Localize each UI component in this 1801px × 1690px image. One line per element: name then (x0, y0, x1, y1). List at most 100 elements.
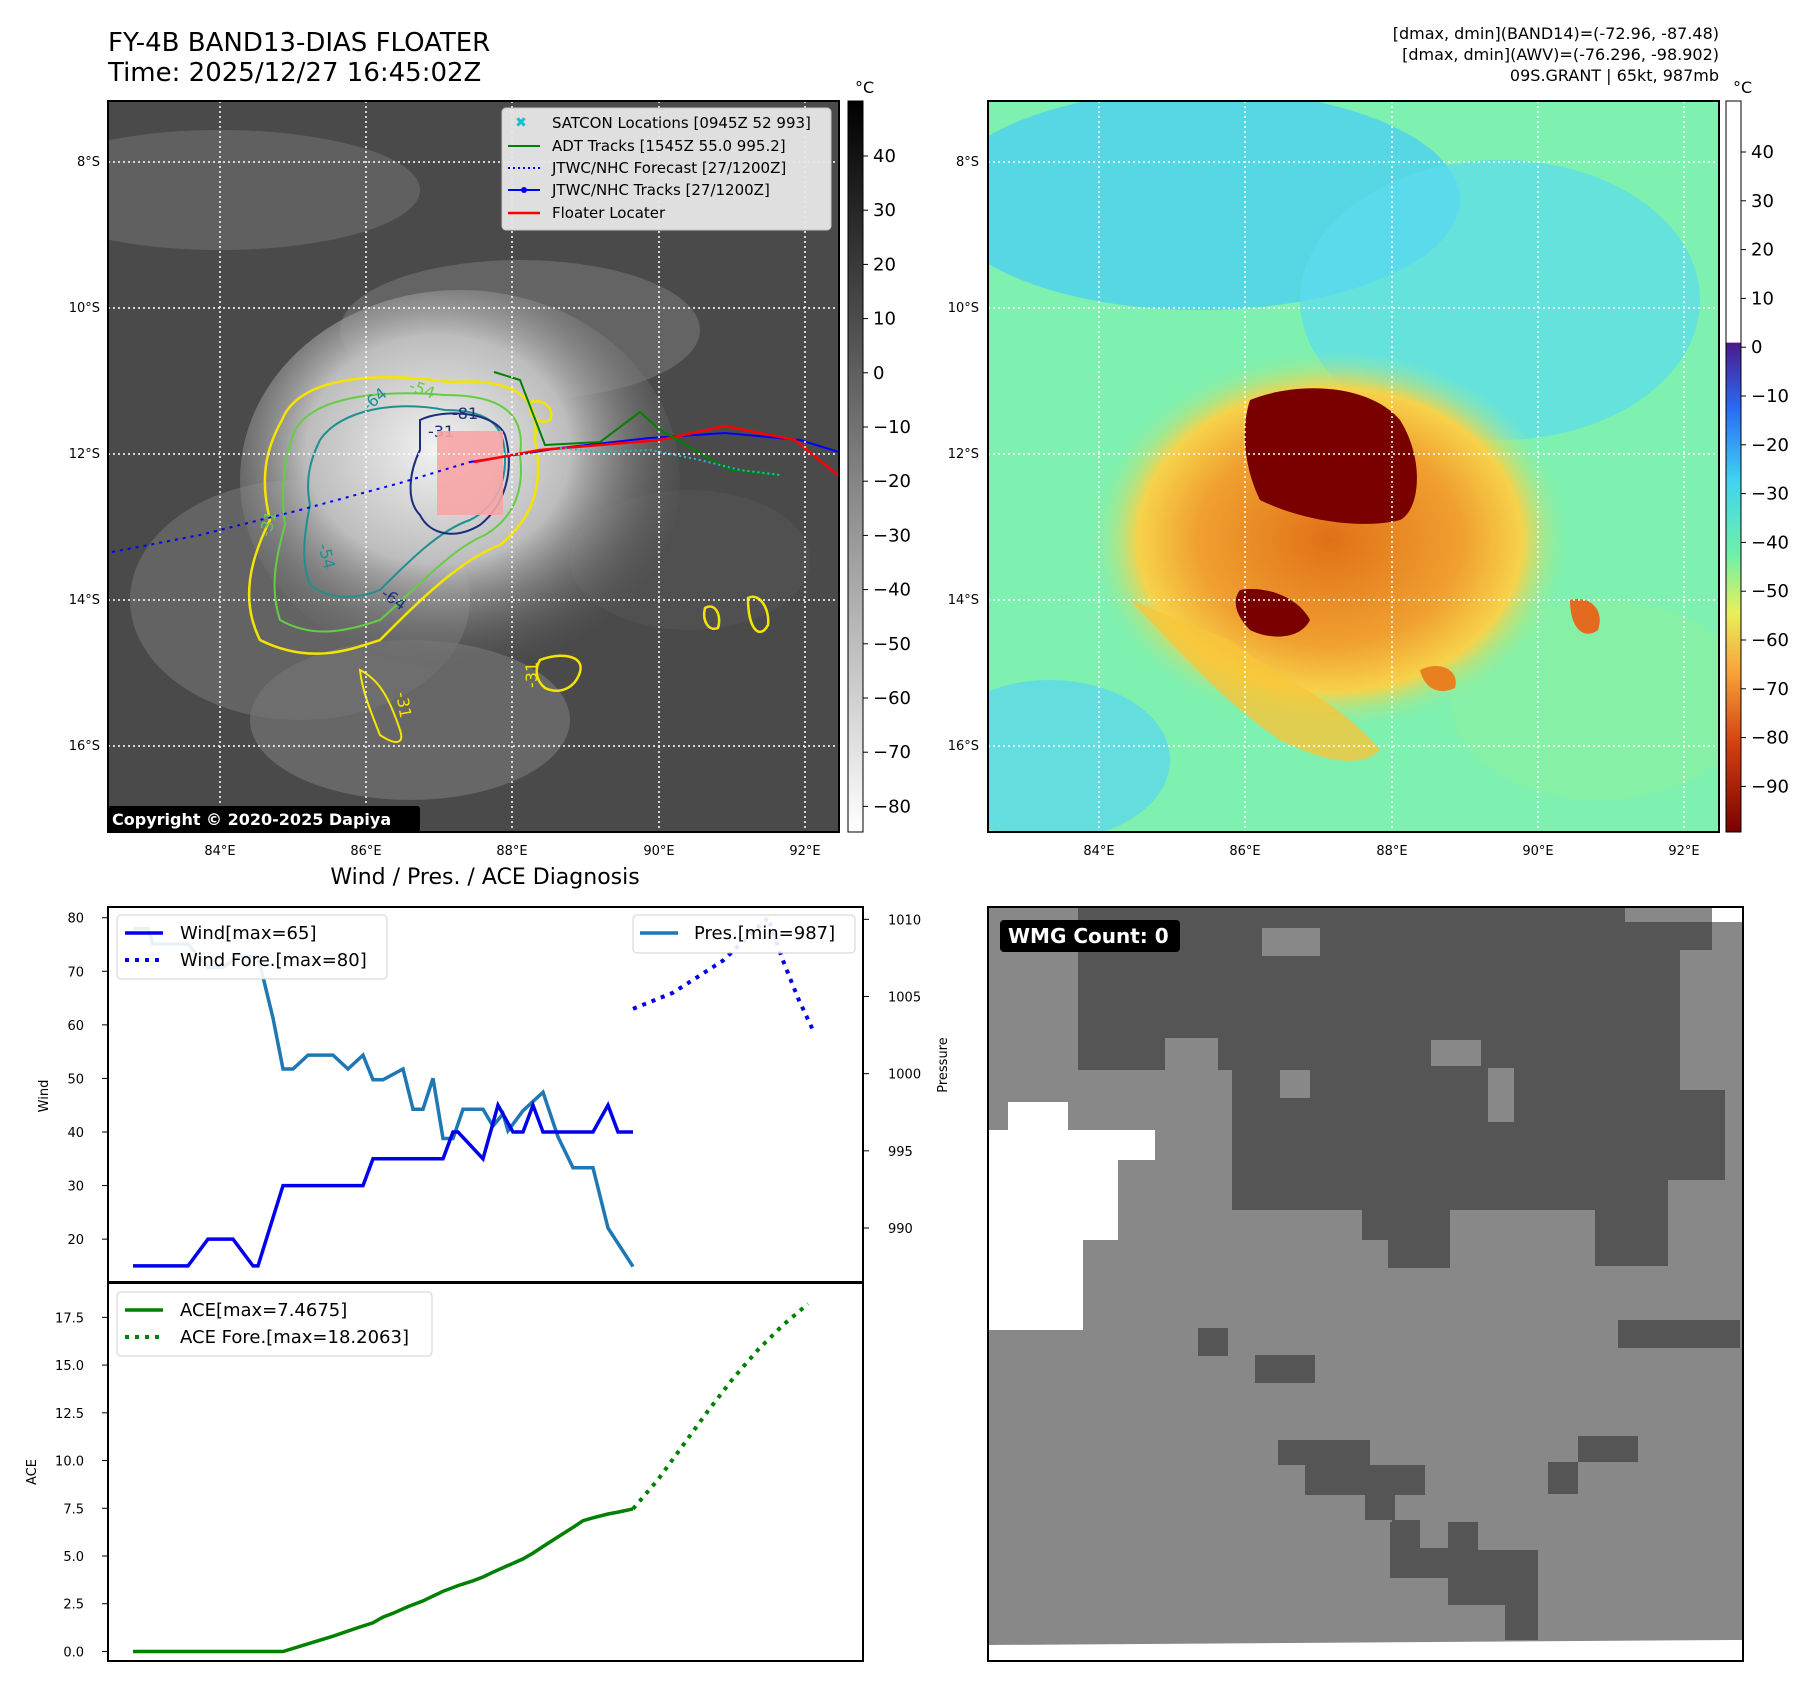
satcon-track (559, 447, 781, 476)
ace-series-line (133, 1507, 634, 1654)
pressure-axis-label: Pressure (936, 1037, 951, 1093)
contour-label: -31 (392, 690, 415, 719)
colorbar-tick-label: −20 (1751, 435, 1789, 456)
lat-label: 14°S (69, 593, 100, 608)
figure-time: Time: 2025/12/27 16:45:02Z (107, 58, 481, 88)
cross-marker-icon: ✖ (515, 115, 527, 131)
ace-y-tick-label: 17.5 (55, 1311, 84, 1326)
wmg-white-region (988, 1102, 1155, 1330)
awv-map-grid (988, 101, 1719, 832)
awv-colorbar-ticks: 40 30 20 10 0 −10 −20 −30 −40 −50 −60 −70 −80 −90 (1741, 142, 1789, 797)
colorbar-tick-label: −80 (873, 796, 911, 817)
copyright-text: Copyright © 2020-2025 Dapiya (112, 810, 391, 829)
lon-label: 84°E (204, 844, 235, 859)
wind-forecast-line (632, 914, 815, 1032)
colorbar-tick-label: −40 (873, 580, 911, 601)
info-storm: 09S.GRANT | 65kt, 987mb (1510, 66, 1719, 85)
legend-label: JTWC/NHC Forecast [27/1200Z] (551, 159, 786, 177)
contour-navy (409, 412, 510, 535)
wmg-cell (1262, 928, 1320, 956)
colorbar-tick-label: −20 (873, 471, 911, 492)
legend-label: JTWC/NHC Tracks [27/1200Z] (551, 181, 770, 199)
ace-forecast-line (631, 1302, 810, 1511)
ace-chart: 0.0 2.5 5.0 7.5 10.0 12.5 15.0 17.5 ACE ACE[max… (25, 1282, 864, 1662)
colorbar-tick-label: 20 (1751, 240, 1774, 261)
colorbar-tick-label: −50 (873, 634, 911, 655)
copyright-badge (108, 806, 420, 832)
ir-colorbar-ticks: 40 30 20 10 0 −10 −20 −30 −40 −50 −60 −70 −80 (863, 146, 911, 817)
colorbar-tick-label: 10 (1751, 288, 1774, 309)
colorbar-tick-label: 30 (873, 200, 896, 221)
wind-y-tick-label: 80 (67, 912, 84, 927)
lon-label: 88°E (496, 844, 527, 859)
colorbar-unit: °C (1733, 78, 1752, 97)
lon-label: 86°E (350, 844, 381, 859)
lat-label: 8°S (77, 155, 100, 170)
ir-map-legend: ✖ SATCON Locations [0945Z 52 993] ADT Tr… (501, 107, 832, 231)
diagnosis-title: Wind / Pres. / ACE Diagnosis (330, 865, 639, 890)
wmg-frame (987, 906, 1744, 1662)
contour-label: -81 (452, 404, 478, 423)
colorbar-tick-label: −10 (1751, 386, 1789, 407)
wind-y-tick-label: 70 (67, 965, 84, 980)
awv-map-frame (987, 100, 1720, 833)
legend-label: Wind Fore.[max=80] (180, 950, 367, 971)
wmg-dark-region (1078, 907, 1725, 1268)
contour-lightgreen (273, 392, 522, 633)
colorbar-tick-label: −30 (1751, 484, 1789, 505)
figure-title: FY-4B BAND13-DIAS FLOATER (108, 28, 490, 58)
ace-y-tick-label: 15.0 (55, 1359, 84, 1374)
legend-label: Floater Locater (552, 204, 666, 222)
wind-pressure-chart: 20 30 40 50 60 70 80 990 995 1000 1005 1010 Wind P… (37, 906, 951, 1283)
wmg-panel: WMG Count: 0 (987, 906, 1744, 1662)
colorbar-tick-label: −10 (873, 417, 911, 438)
lon-label: 90°E (1522, 844, 1553, 859)
ace-y-tick-label: 10.0 (55, 1455, 84, 1470)
wind-axis-label: Wind (37, 1080, 52, 1113)
ir-map-panel: -81 -64 -54 -31 -54 -64 -31 -31 -31 (69, 78, 911, 859)
lat-label: 12°S (948, 447, 979, 462)
lon-label: 92°E (1668, 844, 1699, 859)
wind-y-tick-label: 60 (67, 1019, 84, 1034)
wmg-badge (1000, 920, 1180, 952)
colorbar-tick-label: −30 (873, 525, 911, 546)
adt-track (493, 371, 781, 476)
lon-label: 86°E (1229, 844, 1260, 859)
colorbar-tick-label: 0 (873, 363, 884, 384)
colorbar-tick-label: 0 (1751, 337, 1762, 358)
ace-y-tick-label: 0.0 (63, 1645, 84, 1660)
lat-label: 12°S (69, 447, 100, 462)
lon-label: 88°E (1376, 844, 1407, 859)
ace-y-tick-label: 2.5 (63, 1598, 84, 1613)
pressure-y-tick-label: 990 (888, 1222, 913, 1237)
floater-box (437, 431, 503, 515)
colorbar-tick-label: 40 (873, 146, 896, 167)
jtwc-forecast-track (111, 461, 471, 553)
legend-label: ADT Tracks [1545Z 55.0 995.2] (552, 137, 786, 155)
pressure-legend: Pres.[min=987] (632, 914, 856, 954)
colorbar-tick-label: 30 (1751, 191, 1774, 212)
awv-map-panel: 8°S 10°S 12°S 14°S 16°S 84°E 86°E 88°E 9… (948, 78, 1789, 859)
colorbar-tick-label: −40 (1751, 532, 1789, 553)
contour-teal (303, 405, 507, 598)
colorbar-tick-label: 10 (873, 309, 896, 330)
lon-label: 90°E (643, 844, 674, 859)
lat-label: 16°S (69, 739, 100, 754)
ir-colorbar (847, 100, 864, 833)
legend-label: Pres.[min=987] (694, 923, 835, 944)
colorbar-tick-label: −50 (1751, 581, 1789, 602)
lat-label: 16°S (948, 739, 979, 754)
awv-colorbar (1725, 100, 1742, 833)
ace-y-tick-label: 7.5 (63, 1502, 84, 1517)
contour-yellow (247, 376, 540, 655)
legend-label: SATCON Locations [0945Z 52 993] (552, 114, 811, 132)
colorbar-unit: °C (855, 78, 874, 97)
ace-legend: ACE[max=7.4675] ACE Fore.[max=18.2063] (116, 1291, 433, 1357)
pressure-y-tick-label: 1000 (888, 1068, 921, 1083)
wmg-white-edge (988, 1640, 1743, 1661)
floater-track (473, 424, 839, 477)
info-awv: [dmax, dmin](AWV)=(-76.296, -98.902) (1402, 45, 1719, 64)
wind-legend: Wind[max=65] Wind Fore.[max=80] (116, 914, 388, 980)
colorbar-tick-label: −60 (873, 688, 911, 709)
colorbar-tick-label: −90 (1751, 776, 1789, 797)
